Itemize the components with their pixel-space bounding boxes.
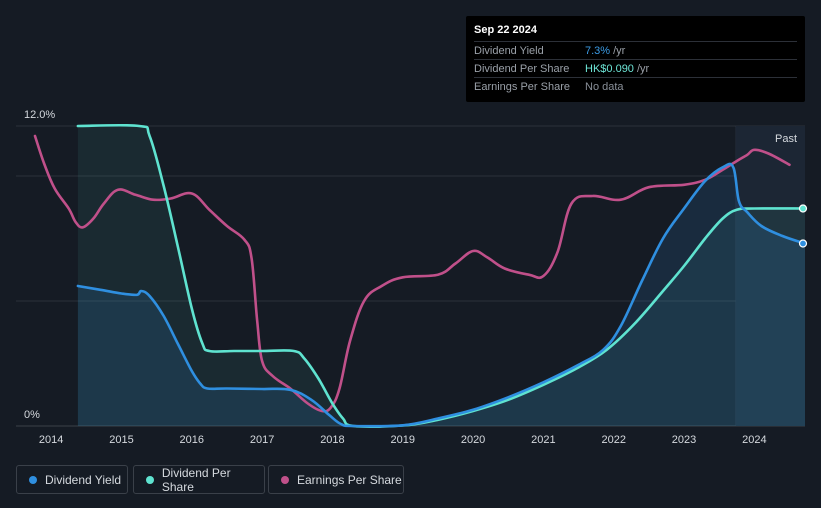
tooltip-date: Sep 22 2024: [474, 24, 537, 36]
x-tick-label: 2014: [39, 434, 63, 446]
x-tick-label: 2018: [320, 434, 344, 446]
past-label: Past: [775, 133, 797, 145]
tooltip-unit: /yr: [613, 45, 626, 57]
past-shaded-band: [736, 126, 805, 426]
x-axis: 2014 2015 2016 2017 2018 2019 2020 2021 2022 2023…: [39, 434, 767, 446]
tooltip-value: No data: [585, 81, 624, 93]
legend-label: Dividend Per Share: [161, 465, 231, 494]
x-tick-label: 2024: [742, 434, 766, 446]
series-end-markers: [798, 204, 808, 248]
y-axis-bottom-label: 0%: [24, 409, 40, 421]
legend-dividend-per-share[interactable]: Dividend Per Share: [133, 465, 265, 494]
series-lines: [33, 123, 807, 429]
series-fill-dividend-yield: [77, 163, 805, 427]
x-tick-label: 2021: [531, 434, 555, 446]
series-end-marker: [798, 239, 808, 248]
series-line-dividend-yield: [76, 162, 807, 428]
x-tick-label: 2020: [461, 434, 485, 446]
series-fills: [77, 125, 805, 427]
tooltip-value: HK$0.090: [585, 63, 634, 75]
tooltip-label: Dividend Yield: [474, 45, 544, 57]
x-tick-label: 2017: [250, 434, 274, 446]
tooltip-row-dividend-per-share: Dividend Per Share HK$0.090 /yr: [474, 59, 797, 78]
tooltip-label: Earnings Per Share: [474, 81, 570, 93]
legend-earnings-per-share[interactable]: Earnings Per Share: [268, 465, 404, 494]
legend-dot-icon: [146, 475, 154, 484]
legend-label: Dividend Yield: [45, 472, 122, 487]
tooltip-row-dividend-yield: Dividend Yield 7.3% /yr: [474, 41, 797, 60]
tooltip-value: 7.3%: [585, 45, 611, 57]
legend-dot-icon: [281, 475, 289, 484]
x-tick-label: 2015: [109, 434, 133, 446]
x-tick-label: 2022: [601, 434, 625, 446]
series-end-marker: [798, 204, 808, 213]
tooltip-panel: Sep 22 2024 Dividend Yield 7.3% /yr Divi…: [466, 16, 805, 102]
legend-label: Earnings Per Share: [297, 472, 402, 487]
tooltip-row-earnings-per-share: Earnings Per Share No data: [474, 77, 797, 96]
legend-dividend-yield[interactable]: Dividend Yield: [16, 465, 128, 494]
x-tick-label: 2016: [180, 434, 204, 446]
tooltip-label: Dividend Per Share: [474, 63, 570, 75]
tooltip-unit: /yr: [636, 63, 650, 75]
x-tick-label: 2023: [672, 434, 696, 446]
series-line-earnings-per-share: [33, 134, 791, 413]
legend-dot-icon: [29, 475, 37, 484]
y-axis-top-label: 12.0%: [24, 109, 55, 121]
x-tick-label: 2019: [391, 434, 415, 446]
